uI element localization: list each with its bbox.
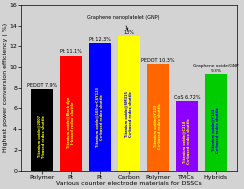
X-axis label: Various counter electrode materials for DSSCs: Various counter electrode materials for … [56, 181, 202, 186]
Text: Titanium oxide@Y123
Co-based redox shuttle: Titanium oxide@Y123 Co-based redox shutt… [212, 107, 220, 153]
Y-axis label: Highest power conversion efficiency ( %): Highest power conversion efficiency ( %) [3, 23, 8, 152]
Text: Titanium oxide@103-o-C6Y123
Co-based redox shuttle: Titanium oxide@103-o-C6Y123 Co-based red… [96, 87, 104, 147]
Text: 13%: 13% [123, 30, 134, 35]
Bar [118, 36, 140, 171]
Text: CoS 6.72%: CoS 6.72% [174, 95, 200, 100]
Text: Graphene nanoplatelet (GNP): Graphene nanoplatelet (GNP) [87, 15, 159, 30]
Bar [89, 43, 111, 171]
Text: PEDOT 10.3%: PEDOT 10.3% [141, 58, 175, 63]
Bar [176, 101, 198, 171]
Bar [147, 64, 169, 171]
Text: Titanium oxide@Y123
Co-based redox shuttle: Titanium oxide@Y123 Co-based redox shutt… [153, 103, 162, 149]
Text: Pt 11.1%: Pt 11.1% [60, 49, 82, 54]
Bar [205, 74, 227, 171]
Text: PEDOT 7.9%: PEDOT 7.9% [27, 83, 57, 88]
Text: Titanium oxide@SM315
Co-based redox shuttle: Titanium oxide@SM315 Co-based redox shut… [125, 91, 133, 137]
Text: Titanium oxide@Black dye
I-based redox shuttle: Titanium oxide@Black dye I-based redox s… [67, 97, 75, 148]
Text: Titanium oxide@C218
Co-based redox shuttle: Titanium oxide@C218 Co-based redox shutt… [183, 119, 191, 164]
Bar [60, 56, 82, 171]
Text: Pt 12.3%: Pt 12.3% [89, 37, 111, 42]
Bar [31, 89, 53, 171]
Text: Titanium oxide@2007
T-based redox shuttle: Titanium oxide@2007 T-based redox shuttl… [38, 115, 46, 158]
Text: Graphene oxide/GNP
9.3%: Graphene oxide/GNP 9.3% [193, 64, 239, 73]
